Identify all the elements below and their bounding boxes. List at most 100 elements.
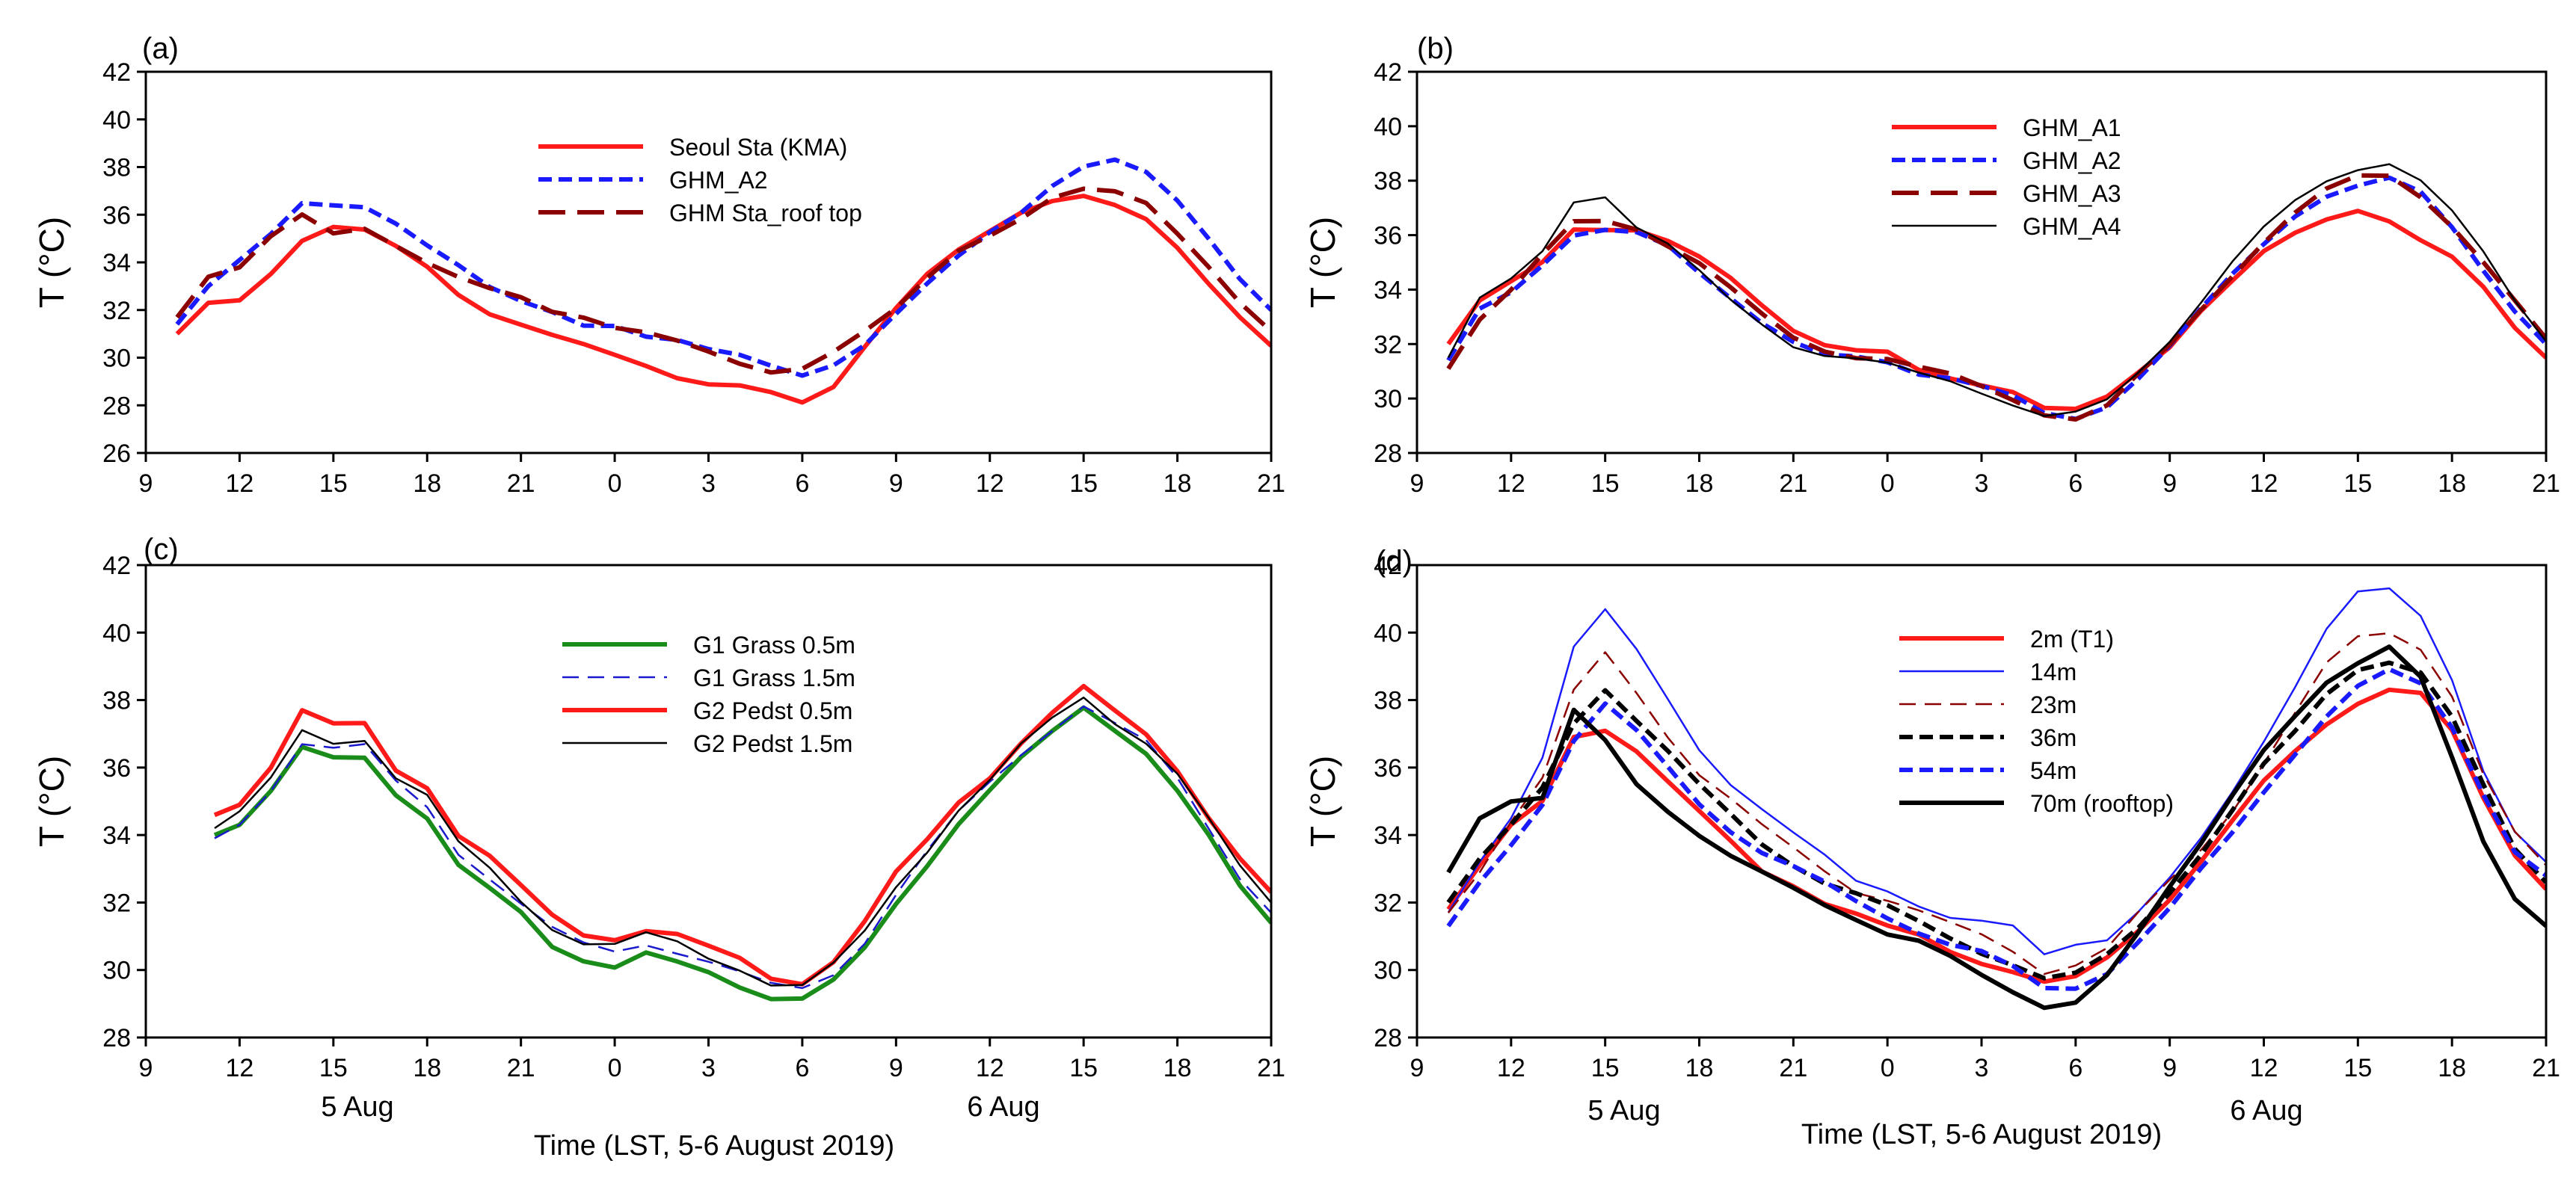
series-line-g1-grass-0-5m	[213, 705, 1271, 1002]
x-tick-label: 18	[2438, 1054, 2466, 1082]
x-tick-label: 12	[226, 469, 254, 498]
x-tick-label: 15	[1069, 469, 1098, 498]
legend-label: 2m (T1)	[2030, 626, 2114, 653]
y-tick-label: 38	[102, 154, 131, 182]
y-tick-label: 30	[1374, 385, 1402, 413]
x-tick-label: 12	[976, 469, 1004, 498]
x-tick-label: 9	[1410, 469, 1424, 498]
series-line-g2-pedst-0-5m	[213, 683, 1271, 987]
x-tick-label: 0	[608, 469, 622, 498]
panel-label: (d)	[1376, 545, 1413, 578]
x-tick-label: 12	[1497, 469, 1525, 498]
x-tick-label: 21	[1257, 1054, 1285, 1082]
y-tick-label: 34	[102, 249, 131, 277]
y-tick-label: 30	[102, 345, 131, 373]
x-tick-label: 15	[2343, 469, 2372, 498]
x-tick-label: 15	[1591, 469, 1620, 498]
y-axis-label: T (°C)	[1303, 756, 1342, 847]
series-line-g2-pedst-1-5m	[214, 696, 1271, 987]
date-label-5aug-right: 5 Aug	[1587, 1095, 1660, 1126]
x-tick-label: 3	[701, 1054, 716, 1082]
x-tick-label: 18	[1685, 469, 1714, 498]
legend-label: GHM_A3	[2023, 180, 2121, 207]
y-tick-label: 40	[1374, 113, 1402, 141]
series-line-ghm-a2	[1446, 175, 2546, 422]
y-tick-label: 28	[102, 1024, 131, 1052]
legend-label: 70m (rooftop)	[2030, 790, 2174, 817]
y-tick-label: 36	[1374, 754, 1402, 783]
y-tick-label: 28	[102, 392, 131, 420]
x-tick-label: 6	[795, 1054, 809, 1082]
x-tick-label: 18	[1163, 469, 1192, 498]
panel-label: (b)	[1417, 32, 1454, 65]
plot-frame	[1415, 70, 2548, 454]
series-line-ghm-a3	[1446, 173, 2546, 422]
series-line-14m	[1447, 587, 2546, 955]
x-tick-label: 9	[889, 469, 903, 498]
legend-label: 23m	[2030, 691, 2077, 718]
legend-label: GHM_A2	[2023, 147, 2121, 174]
y-tick-label: 32	[1374, 330, 1402, 359]
legend-label: G1 Grass 0.5m	[693, 632, 855, 659]
x-tick-label: 6	[2068, 1054, 2082, 1082]
legend-label: 14m	[2030, 659, 2077, 685]
x-tick-label: 9	[139, 1054, 153, 1082]
plot-frame	[144, 70, 1273, 454]
x-axis-title-left: Time (LST, 5-6 August 2019)	[534, 1130, 894, 1162]
y-tick-label: 32	[102, 889, 131, 917]
x-tick-label: 12	[2250, 469, 2278, 498]
y-tick-label: 26	[102, 440, 131, 468]
legend-label: 54m	[2030, 757, 2077, 784]
series-line-2m-t1-	[1446, 687, 2546, 984]
y-tick-label: 40	[102, 619, 131, 647]
x-tick-label: 18	[413, 1054, 441, 1082]
date-label-5aug-left: 5 Aug	[321, 1091, 393, 1123]
legend-label: GHM_A4	[2023, 213, 2121, 240]
y-tick-label: 30	[1374, 957, 1402, 985]
plot-frame	[1415, 564, 2548, 1039]
x-tick-label: 0	[1881, 1054, 1895, 1082]
y-tick-label: 38	[1374, 687, 1402, 715]
x-tick-label: 3	[701, 469, 716, 498]
x-tick-label: 18	[2438, 469, 2466, 498]
y-tick-label: 34	[102, 821, 131, 850]
x-tick-label: 9	[2162, 469, 2177, 498]
x-tick-label: 21	[2532, 469, 2560, 498]
x-tick-label: 9	[2162, 1054, 2177, 1082]
x-tick-label: 18	[413, 469, 441, 498]
legend-label: GHM_A2	[669, 167, 768, 194]
y-tick-label: 32	[1374, 889, 1402, 917]
y-tick-label: 28	[1374, 440, 1402, 468]
x-tick-label: 12	[976, 1054, 1004, 1082]
y-tick-label: 42	[1374, 552, 1402, 580]
x-tick-label: 21	[1779, 1054, 1807, 1082]
panel-label: (c)	[144, 533, 179, 566]
legend-label: 36m	[2030, 724, 2077, 751]
x-tick-label: 9	[1410, 1054, 1424, 1082]
x-tick-label: 0	[608, 1054, 622, 1082]
x-tick-label: 21	[1257, 469, 1285, 498]
x-tick-label: 21	[1779, 469, 1807, 498]
y-tick-label: 38	[102, 687, 131, 715]
x-tick-label: 21	[507, 469, 535, 498]
y-axis-label: T (°C)	[32, 756, 71, 847]
legend-label: Seoul Sta (KMA)	[669, 134, 847, 161]
x-tick-label: 12	[2250, 1054, 2278, 1082]
x-tick-label: 3	[1975, 1054, 1989, 1082]
y-tick-label: 40	[102, 106, 131, 135]
x-tick-label: 9	[889, 1054, 903, 1082]
legend-label: G1 Grass 1.5m	[693, 665, 855, 691]
x-tick-label: 15	[319, 469, 348, 498]
series-line-ghm-a2	[175, 157, 1271, 378]
y-tick-label: 42	[102, 552, 131, 580]
series-line-54m	[1446, 667, 2546, 991]
plot-frame	[144, 564, 1273, 1039]
x-tick-label: 18	[1685, 1054, 1714, 1082]
y-tick-label: 28	[1374, 1024, 1402, 1052]
x-tick-label: 12	[226, 1054, 254, 1082]
y-tick-label: 34	[1374, 821, 1402, 850]
